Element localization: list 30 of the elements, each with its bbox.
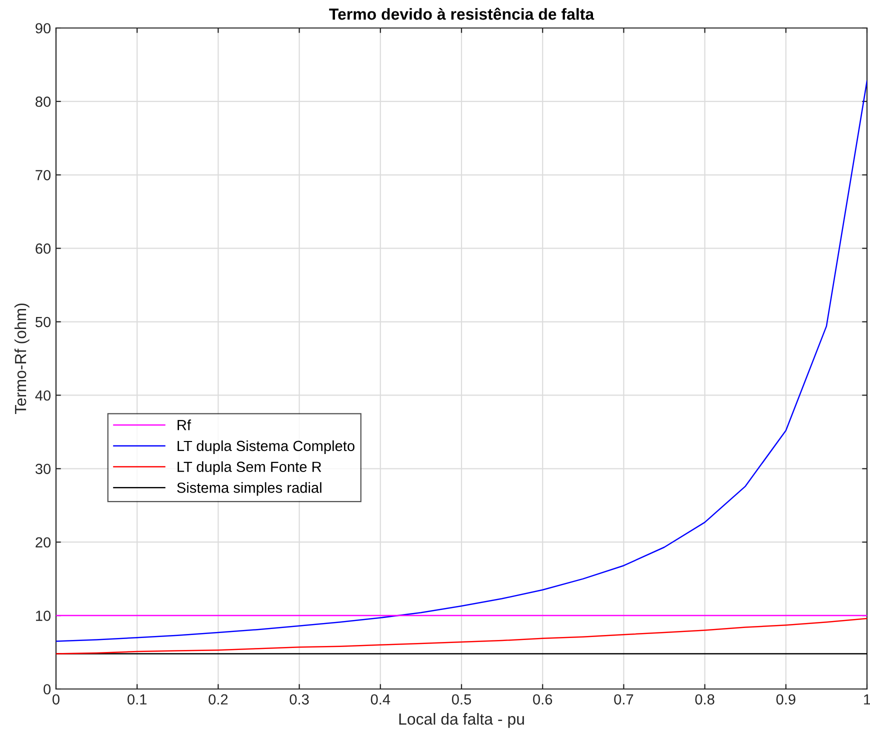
x-tick-label: 0.3 <box>290 694 309 705</box>
y-tick-label: 0 <box>44 684 51 694</box>
x-tick-label: 1 <box>864 694 870 704</box>
x-tick-label: 0.8 <box>695 694 714 705</box>
x-tick-label: 0.6 <box>533 694 552 705</box>
x-axis-title: Local da falta - pu <box>399 713 524 728</box>
x-tick-label: 0.2 <box>208 694 228 705</box>
x-tick-label: 0.9 <box>776 694 796 705</box>
chart-title: Termo devido à resistência de falta <box>329 8 594 20</box>
y-tick-label: 20 <box>36 537 51 548</box>
legend-label: LT dupla Sistema Completo <box>178 440 354 454</box>
legend-label: LT dupla Sem Fonte R <box>178 461 322 475</box>
x-tick-label: 0.5 <box>452 694 472 705</box>
y-axis-title: Termo-Rf (ohm) <box>14 304 30 414</box>
x-tick-label: 0.7 <box>614 694 634 705</box>
y-tick-label: 50 <box>36 316 51 328</box>
x-tick-label: 0.1 <box>128 694 147 705</box>
y-tick-label: 40 <box>35 390 51 401</box>
x-tick-label: 0 <box>52 694 60 705</box>
x-tick-label: 0.4 <box>370 694 390 705</box>
y-tick-label: 30 <box>35 464 51 474</box>
line-series <box>56 618 867 654</box>
legend-label: Rf <box>178 420 192 430</box>
line-series <box>56 80 867 642</box>
y-tick-label: 60 <box>36 243 51 254</box>
y-tick-label: 70 <box>36 170 51 180</box>
y-tick-label: 80 <box>36 96 51 107</box>
y-tick-label: 10 <box>36 610 51 621</box>
legend-label: Sistema simples radial <box>177 482 322 496</box>
y-tick-label: 90 <box>36 23 51 34</box>
